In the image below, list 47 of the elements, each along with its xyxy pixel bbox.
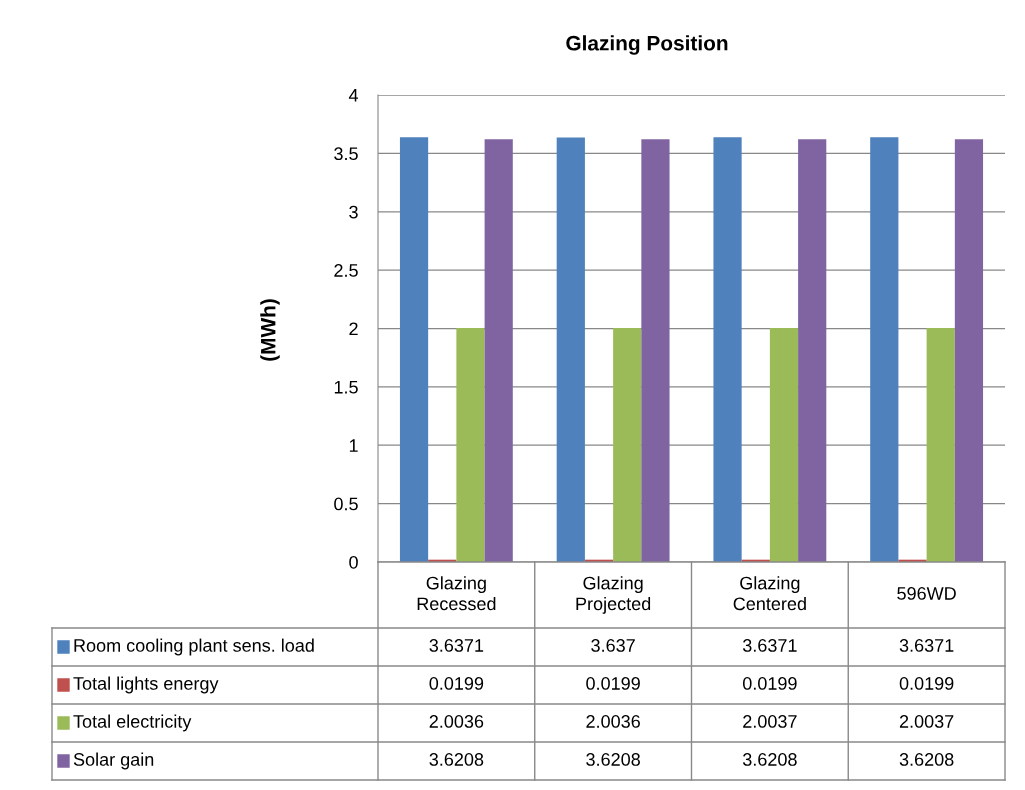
data-label: 2.0036 xyxy=(586,715,640,728)
bar xyxy=(769,328,799,562)
bar xyxy=(713,137,742,562)
bar xyxy=(613,328,642,562)
data-label: 3.6371 xyxy=(429,639,484,652)
bar xyxy=(641,139,670,562)
y-tick-label: 4 xyxy=(348,89,359,102)
data-label: 2.0037 xyxy=(899,715,954,728)
y-tick-label: 3 xyxy=(349,205,358,219)
x-tick-label: 596WD xyxy=(897,587,956,600)
bar xyxy=(399,137,429,562)
data-label: 2.0036 xyxy=(429,715,484,728)
data-label: 0.0199 xyxy=(742,677,797,690)
y-tick-label: 2 xyxy=(349,322,358,336)
chart-title: Glazing Position xyxy=(566,35,728,55)
data-label: 0.0199 xyxy=(429,677,484,690)
x-tick-label: Glazing Projected xyxy=(576,576,651,614)
y-tick-label: 1 xyxy=(349,439,358,452)
y-tick-label: 1.5 xyxy=(334,381,358,394)
data-label: 0.0199 xyxy=(586,677,640,690)
data-label: 3.6208 xyxy=(586,753,640,766)
legend-label: Total electricity xyxy=(73,714,192,732)
data-label: 3.6208 xyxy=(429,753,484,766)
data-label: 3.637 xyxy=(591,639,635,652)
y-tick-label: 3.5 xyxy=(334,147,358,161)
legend-label: Total lights energy xyxy=(73,676,219,694)
bar xyxy=(456,328,485,562)
bar xyxy=(954,139,984,562)
y-axis-title: (MWh) xyxy=(260,299,280,361)
data-label: 2.0037 xyxy=(743,715,797,728)
bar xyxy=(798,139,827,562)
x-tick-label: Glazing Recessed xyxy=(417,576,496,611)
data-label: 3.6371 xyxy=(742,639,797,652)
legend-label: Solar gain xyxy=(73,752,154,770)
y-tick-label: 0.5 xyxy=(334,497,358,511)
data-label: 3.6208 xyxy=(742,753,797,766)
bar xyxy=(870,137,899,562)
data-label: 3.6371 xyxy=(899,639,954,652)
bar xyxy=(484,139,513,562)
bar xyxy=(556,137,585,562)
data-label: 0.0199 xyxy=(899,677,954,690)
legend-label: Room cooling plant sens. load xyxy=(74,638,314,656)
y-tick-label: 2.5 xyxy=(334,264,358,277)
x-tick-label: Glazing Centered xyxy=(733,576,806,611)
y-tick-label: 0 xyxy=(349,555,358,569)
bar xyxy=(926,328,955,562)
data-label: 3.6208 xyxy=(899,753,954,766)
